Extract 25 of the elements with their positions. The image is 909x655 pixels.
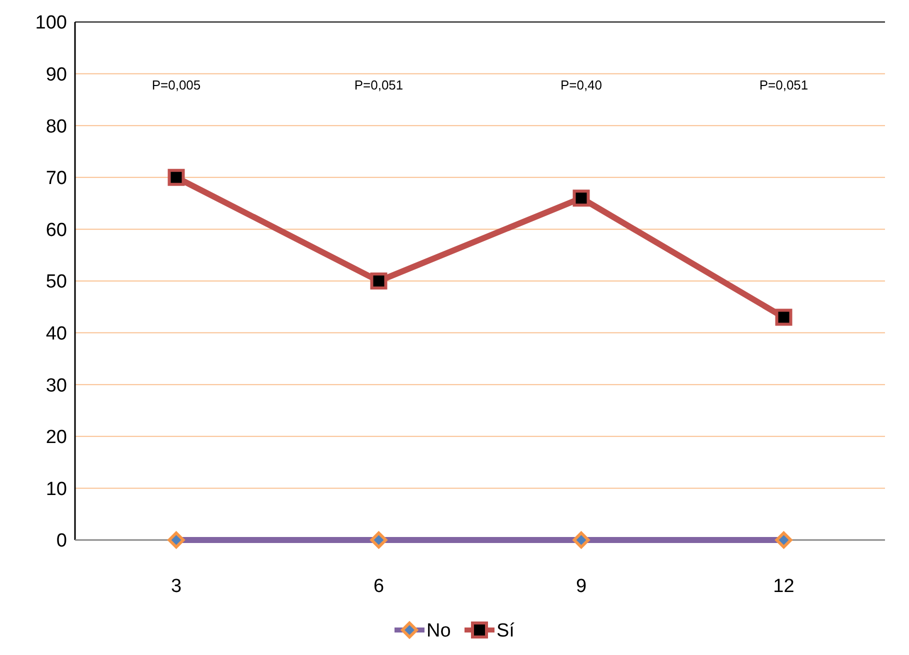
y-tick-label: 70 — [46, 168, 67, 190]
annotation: P=0,051 — [354, 78, 404, 93]
x-tick-label: 3 — [170, 576, 182, 597]
point — [572, 190, 590, 207]
x-tick-label: 12 — [773, 576, 794, 597]
legend-label: Sí — [496, 620, 516, 642]
point — [168, 168, 185, 186]
annotation: P=0,005 — [152, 78, 201, 93]
y-tick-label: 50 — [46, 272, 67, 293]
x-tick-label: 9 — [576, 576, 587, 597]
y-tick-label: 90 — [46, 64, 67, 86]
y-tick-label: 0 — [56, 530, 67, 552]
point — [775, 308, 792, 326]
annotation: P=0,40 — [560, 78, 602, 93]
y-tick-label: 80 — [46, 116, 67, 138]
x-tick-label: 6 — [373, 576, 384, 597]
y-tick-label: 30 — [46, 375, 67, 396]
y-tick-label: 40 — [46, 323, 67, 344]
point — [370, 272, 388, 290]
legend-label: No — [426, 620, 451, 642]
annotation: P=0,051 — [759, 78, 808, 93]
y-tick-label: 60 — [46, 220, 67, 241]
y-tick-label: 10 — [46, 478, 67, 500]
y-tick-label: 20 — [46, 427, 67, 448]
y-tick-label: 100 — [35, 12, 67, 34]
